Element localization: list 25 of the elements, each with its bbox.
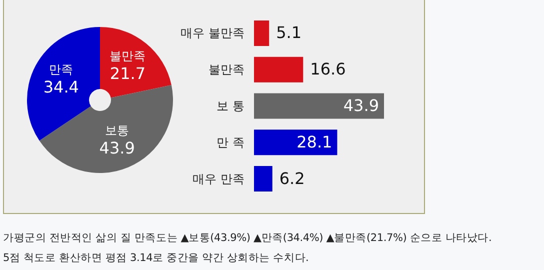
text: 5점 척도로 환산하면 평점 3.14로 중간을 약간 상회하는 수치다. bbox=[3, 251, 310, 266]
slice-label: 만족 bbox=[49, 62, 74, 76]
data-label: 21.7 bbox=[110, 64, 146, 83]
data-label: 43.9 bbox=[99, 138, 135, 158]
data-label: 5.1 bbox=[276, 23, 302, 42]
bar bbox=[254, 166, 272, 192]
bar bbox=[254, 130, 338, 156]
donut-slice bbox=[27, 27, 100, 141]
donut-slice bbox=[100, 27, 172, 98]
y-tick-label: 보 통 bbox=[216, 99, 244, 113]
bar bbox=[254, 93, 384, 119]
data-label: 6.2 bbox=[279, 168, 305, 188]
slice-label: 불만족 bbox=[110, 48, 146, 63]
y-tick-label: 매우 불만족 bbox=[180, 26, 244, 40]
data-label: 34.4 bbox=[43, 77, 79, 96]
data-label: 28.1 bbox=[296, 132, 332, 152]
data-label: 16.6 bbox=[310, 60, 346, 79]
y-tick-label: 불만족 bbox=[208, 62, 244, 77]
y-tick-label: 만 족 bbox=[216, 135, 244, 150]
bar bbox=[254, 56, 304, 82]
data-label: 43.9 bbox=[343, 96, 379, 115]
bar bbox=[254, 20, 270, 46]
text: 가평군의 전반적인 삶의 질 만족도는 ▲보통(43.9%) ▲만족(34.4%) ▲불만족(21.7%) 순으로 나타났다. bbox=[3, 231, 492, 246]
y-tick-label: 매우 만족 bbox=[192, 172, 244, 186]
slice-label: 보통 bbox=[105, 124, 130, 138]
